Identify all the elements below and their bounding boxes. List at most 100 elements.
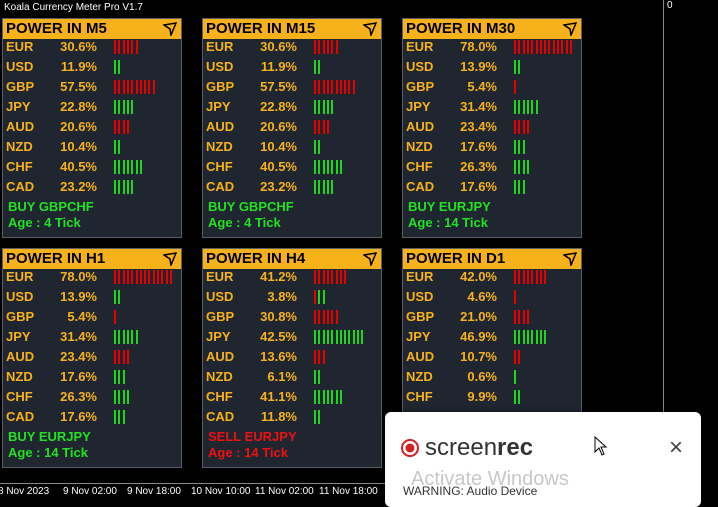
signal: BUY GBPCHF bbox=[208, 199, 294, 214]
strength-bar bbox=[118, 180, 121, 194]
strength-bar bbox=[314, 370, 316, 384]
currency: EUR bbox=[206, 39, 234, 54]
strength-bar bbox=[326, 310, 329, 324]
strength-bar bbox=[126, 40, 129, 54]
menu-icon[interactable] bbox=[363, 252, 377, 266]
strength-bar bbox=[526, 40, 529, 54]
currency: NZD bbox=[206, 139, 233, 154]
strength-value: 11.8% bbox=[260, 409, 297, 424]
strength-bar bbox=[139, 80, 142, 94]
menu-icon[interactable] bbox=[563, 22, 577, 36]
strength-bar bbox=[122, 390, 125, 404]
strength-value: 31.4% bbox=[460, 99, 497, 114]
strength-bar bbox=[126, 80, 129, 94]
strength-bar bbox=[318, 270, 321, 284]
strength-bar bbox=[122, 120, 125, 134]
strength-bar bbox=[531, 40, 534, 54]
close-button[interactable]: × bbox=[669, 434, 684, 461]
strength-bar bbox=[322, 270, 325, 284]
meter-panel: POWER IN M5 EUR 30.6% USD 11.9% GBP 57.5% JPY 22… bbox=[2, 18, 182, 238]
currency: JPY bbox=[406, 99, 431, 114]
strength-bar bbox=[514, 370, 516, 384]
strength-bar bbox=[518, 100, 521, 114]
menu-icon[interactable] bbox=[163, 22, 177, 36]
strength-bar bbox=[122, 330, 125, 344]
strength-bar bbox=[314, 270, 316, 284]
currency: GBP bbox=[406, 309, 435, 324]
strength-bar bbox=[552, 40, 555, 54]
menu-icon[interactable] bbox=[563, 252, 577, 266]
strength-bar bbox=[318, 350, 321, 364]
strength-bar bbox=[335, 80, 338, 94]
strength-bar bbox=[326, 120, 329, 134]
menu-icon[interactable] bbox=[363, 22, 377, 36]
strength-bar bbox=[526, 270, 529, 284]
strength-bar bbox=[331, 100, 334, 114]
strength-bar bbox=[122, 180, 125, 194]
strength-bar bbox=[114, 180, 116, 194]
strength-bar bbox=[548, 40, 551, 54]
strength-value: 10.7% bbox=[460, 349, 497, 364]
currency: AUD bbox=[6, 349, 35, 364]
strength-bar bbox=[348, 80, 351, 94]
strength-bar bbox=[522, 100, 525, 114]
strength-bar bbox=[118, 40, 121, 54]
strength-bar bbox=[322, 40, 325, 54]
currency: CHF bbox=[6, 159, 33, 174]
currency: NZD bbox=[406, 369, 433, 384]
strength-bar bbox=[122, 160, 125, 174]
strength-bar bbox=[326, 40, 329, 54]
strength-value: 23.2% bbox=[260, 179, 297, 194]
menu-icon[interactable] bbox=[163, 252, 177, 266]
strength-bar bbox=[318, 180, 321, 194]
strength-value: 23.2% bbox=[60, 179, 97, 194]
currency: NZD bbox=[406, 139, 433, 154]
strength-bar bbox=[118, 160, 121, 174]
strength-bar bbox=[535, 40, 538, 54]
strength-bar bbox=[339, 330, 342, 344]
strength-bar bbox=[114, 120, 116, 134]
strength-bar bbox=[344, 270, 347, 284]
strength-bar bbox=[326, 160, 329, 174]
currency: GBP bbox=[6, 79, 35, 94]
currency: JPY bbox=[6, 99, 31, 114]
strength-value: 40.5% bbox=[260, 159, 297, 174]
strength-bar bbox=[561, 40, 564, 54]
currency: AUD bbox=[6, 119, 35, 134]
strength-bar bbox=[518, 40, 521, 54]
strength-bar bbox=[518, 350, 521, 364]
strength-bar bbox=[148, 80, 151, 94]
strength-bar bbox=[522, 140, 525, 154]
strength-bar bbox=[122, 410, 125, 424]
strength-value: 42.5% bbox=[260, 329, 297, 344]
currency: EUR bbox=[406, 39, 434, 54]
strength-bar bbox=[114, 60, 116, 74]
panel-title: POWER IN M15 bbox=[206, 20, 316, 37]
strength-bar bbox=[318, 410, 321, 424]
strength-bar bbox=[535, 100, 538, 114]
panel-title: POWER IN H4 bbox=[206, 250, 306, 267]
strength-bar bbox=[318, 120, 321, 134]
strength-bar bbox=[544, 270, 547, 284]
strength-bar bbox=[122, 40, 125, 54]
strength-value: 17.6% bbox=[460, 139, 497, 154]
strength-bar bbox=[126, 100, 129, 114]
strength-bar bbox=[518, 390, 521, 404]
strength-bar bbox=[152, 80, 155, 94]
strength-bar bbox=[518, 140, 521, 154]
strength-bar bbox=[314, 120, 316, 134]
strength-bar bbox=[152, 270, 155, 284]
strength-bar bbox=[522, 270, 525, 284]
strength-bar bbox=[514, 80, 516, 94]
strength-bar bbox=[514, 290, 516, 304]
strength-bar bbox=[314, 350, 316, 364]
currency: AUD bbox=[406, 349, 435, 364]
strength-bar bbox=[118, 290, 121, 304]
strength-value: 78.0% bbox=[460, 39, 497, 54]
strength-bar bbox=[118, 410, 121, 424]
strength-bar bbox=[339, 390, 342, 404]
strength-bar bbox=[118, 80, 121, 94]
currency: AUD bbox=[406, 119, 435, 134]
strength-bar bbox=[135, 80, 138, 94]
strength-value: 30.6% bbox=[60, 39, 97, 54]
